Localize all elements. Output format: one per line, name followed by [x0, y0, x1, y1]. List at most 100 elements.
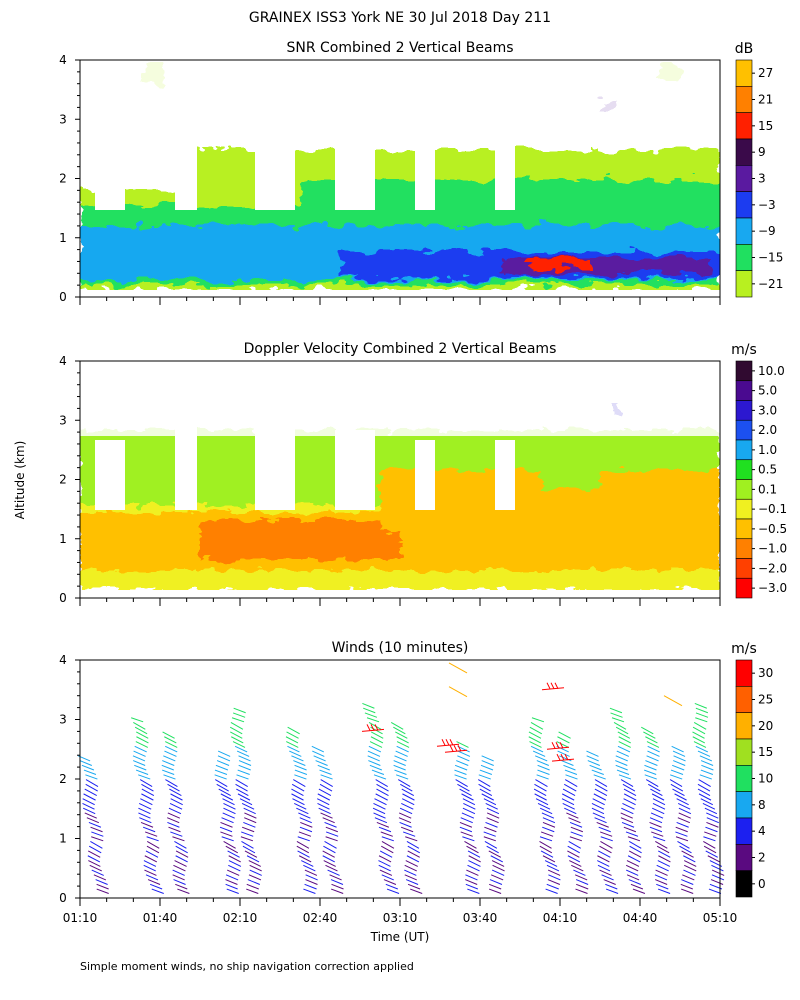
wind-barb: [646, 741, 660, 748]
wind-barb: [162, 731, 175, 739]
wind-barb: [317, 764, 330, 771]
wind-barb: [217, 750, 231, 757]
wind-barb: [641, 726, 654, 735]
wind-barb: [615, 726, 629, 735]
x-tick-label: 03:40: [463, 911, 498, 925]
wind-barb: [299, 826, 313, 833]
wind-barb: [620, 812, 633, 819]
wind-barb: [615, 760, 628, 766]
wind-barb: [134, 745, 147, 753]
wind-barb: [244, 812, 257, 819]
wind-barb: [595, 783, 608, 792]
wind-barb: [618, 741, 631, 748]
wind-barb: [141, 788, 155, 797]
wind-barb: [161, 764, 174, 771]
wind-barb: [605, 883, 618, 890]
wind-barb: [620, 817, 634, 824]
wind-barb: [711, 869, 725, 876]
wind-barb: [230, 731, 243, 739]
wind-barb: [294, 764, 307, 771]
snr-gaps: [80, 60, 720, 210]
colorbar-swatch: [735, 400, 753, 421]
wind-barb: [566, 812, 579, 819]
wind-barb: [146, 836, 159, 842]
wind-barb: [222, 798, 235, 806]
wind-barb: [368, 745, 382, 753]
wind-barb: [364, 712, 378, 718]
wind-barb: [143, 864, 156, 872]
wind-barb: [657, 860, 671, 867]
wind-barb: [567, 845, 580, 854]
wind-barb: [291, 793, 304, 801]
colorbar-label: 21: [758, 93, 773, 107]
wind-barb: [330, 879, 344, 885]
wind-barb: [144, 869, 157, 876]
wind-barb: [704, 807, 718, 815]
wind-barb: [703, 845, 717, 854]
wind-barb: [304, 869, 318, 876]
wind-barb: [677, 802, 691, 810]
colorbar-unit: m/s: [731, 641, 757, 657]
wind-barb: [574, 874, 588, 881]
wind-barb: [651, 793, 665, 801]
wind-barb: [557, 736, 570, 744]
wind-barb: [533, 788, 547, 797]
wind-barb: [623, 793, 637, 801]
wind-barb-flag: [445, 739, 450, 746]
wind-barb: [676, 798, 689, 806]
wind-barb: [467, 888, 480, 894]
wind-barb: [615, 764, 628, 771]
x-tick-label: 04:40: [623, 911, 658, 925]
wind-barb: [621, 807, 634, 815]
wind-barb: [591, 802, 605, 810]
colorbar-swatch: [735, 59, 753, 87]
wind-barb: [138, 802, 152, 810]
wind-barb: [226, 869, 240, 876]
wind-barb-strong: [551, 758, 575, 762]
wind-barb: [317, 798, 330, 806]
y-tick-label: 1: [59, 532, 67, 546]
y-tick-label: 0: [59, 591, 67, 605]
wind-barb: [381, 874, 394, 881]
wind-barb: [565, 774, 578, 780]
colorbar-swatch: [735, 765, 753, 792]
wind-barb: [456, 741, 469, 748]
colorbar-swatch: [735, 518, 753, 540]
wind-barb: [678, 807, 692, 815]
wind-barb: [601, 874, 614, 881]
wind-barb: [246, 888, 259, 894]
wind-barb: [96, 888, 109, 894]
wind-barb: [539, 807, 553, 815]
wind-barb: [133, 750, 146, 757]
doppler-gaps: [80, 361, 720, 510]
colorbar-label: 3: [758, 172, 766, 186]
wind-barb: [592, 812, 606, 819]
wind-barb: [296, 807, 309, 815]
wind-barb: [218, 788, 231, 797]
wind-barb: [575, 879, 589, 885]
wind-barb: [237, 793, 251, 801]
colorbar-swatch: [735, 380, 753, 401]
wind-barb: [623, 826, 637, 833]
wind-barb-strong: [546, 746, 570, 750]
wind-barb: [174, 841, 187, 849]
wind-barb-flag: [449, 745, 454, 752]
wind-barb: [324, 841, 337, 849]
wind-barb: [597, 855, 610, 863]
wind-barb: [643, 769, 657, 775]
wind-barb: [468, 855, 481, 863]
wind-barb: [463, 802, 476, 810]
y-tick-label: 1: [59, 231, 67, 245]
wind-barb: [229, 726, 243, 735]
wind-barb: [401, 788, 415, 797]
wind-barb: [230, 722, 244, 730]
wind-barb-flag: [550, 682, 555, 689]
wind-barb: [488, 883, 502, 890]
wind-barb: [649, 826, 663, 833]
y-tick-label: 3: [59, 713, 67, 727]
wind-barb: [559, 755, 572, 762]
wind-barb: [151, 888, 164, 894]
wind-barb: [603, 879, 616, 885]
wind-barb: [655, 869, 668, 876]
wind-barb: [366, 717, 380, 723]
